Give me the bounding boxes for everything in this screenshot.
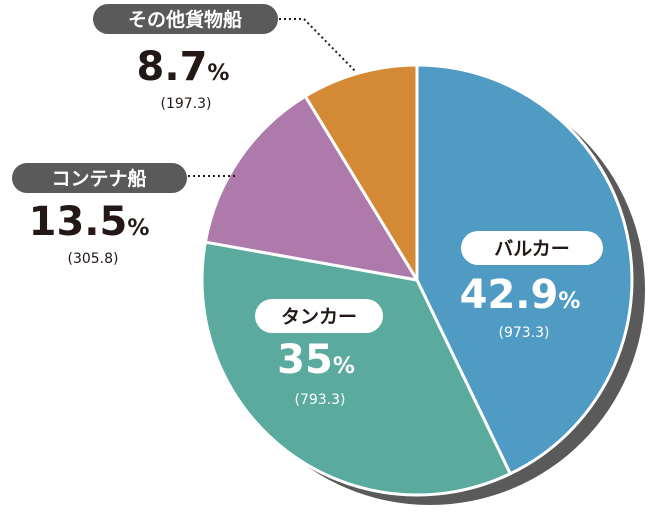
- slice-name-bulker: バルカー: [494, 238, 569, 260]
- label-bulker: バルカー 42.9% (973.3): [460, 231, 603, 341]
- leader-other-cargo: [279, 18, 357, 73]
- slice-name-other-cargo: その他貨物船: [128, 8, 242, 31]
- slice-percent-other-cargo: 8.7%: [137, 44, 230, 90]
- pie-slice-other-cargo: [303, 63, 419, 282]
- label-container-ship: コンテナ船 13.5% (305.8): [12, 163, 187, 267]
- pie-slice-bulker: [415, 63, 634, 476]
- slice-value-other-cargo: (197.3): [160, 96, 211, 112]
- label-other-cargo: その他貨物船 8.7% (197.3): [93, 4, 278, 112]
- slice-percent-container-ship: 13.5%: [29, 199, 150, 245]
- slice-name-container-ship: コンテナ船: [51, 167, 146, 190]
- pie-slice-container-ship: [203, 94, 419, 282]
- slice-value-tanker: (793.3): [294, 392, 345, 408]
- slice-percent-bulker: 42.9%: [460, 272, 581, 318]
- slice-value-bulker: (973.3): [498, 325, 549, 341]
- slice-value-container-ship: (305.8): [67, 251, 118, 267]
- slice-percent-tanker: 35%: [277, 337, 355, 383]
- label-tanker: タンカー 35% (793.3): [255, 299, 383, 408]
- slice-name-tanker: タンカー: [281, 306, 357, 328]
